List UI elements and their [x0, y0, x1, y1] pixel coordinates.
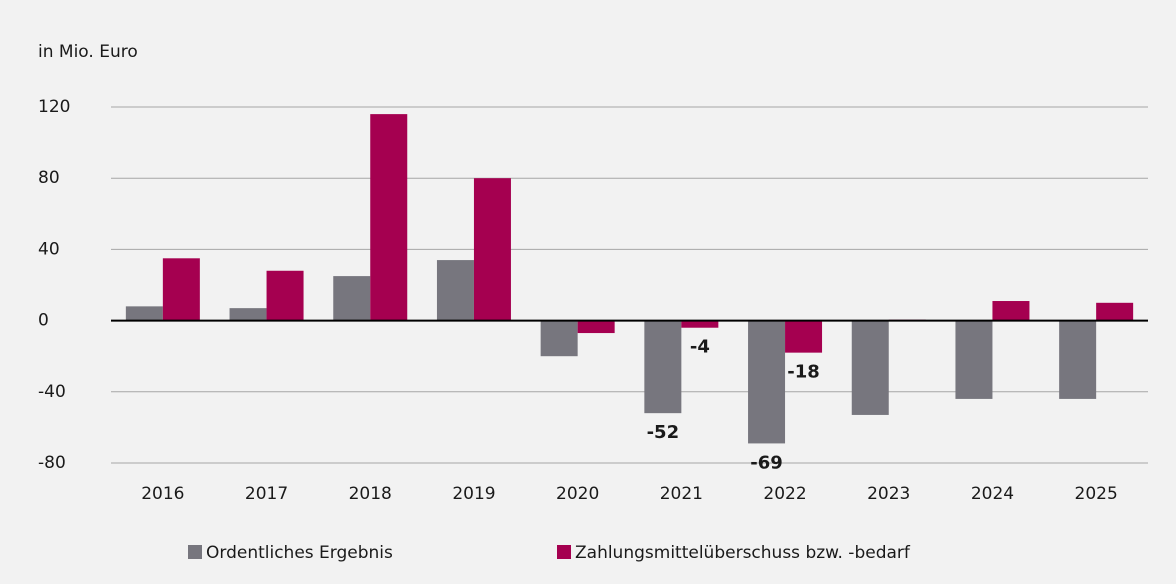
bar [162, 258, 200, 321]
x-tick-label: 2022 [763, 484, 806, 504]
bar [785, 320, 823, 353]
bar [370, 114, 408, 321]
bar [681, 320, 719, 328]
value-label: -18 [787, 362, 820, 383]
bar [473, 178, 511, 321]
bar [955, 320, 993, 399]
x-tick-label: 2023 [867, 484, 910, 504]
legend-label: Zahlungsmittelüberschuss bzw. -bedarf [575, 543, 911, 563]
bar [1096, 302, 1134, 321]
x-tick-label: 2018 [349, 484, 392, 504]
bar [540, 320, 578, 357]
legend-label: Ordentliches Ergebnis [206, 543, 393, 563]
y-axis-label: in Mio. Euro [38, 42, 138, 62]
y-tick-label: -80 [38, 453, 66, 473]
bar [229, 308, 267, 321]
bar [577, 320, 615, 334]
x-tick-label: 2017 [245, 484, 288, 504]
value-label: -69 [750, 452, 783, 473]
legend-swatch [557, 545, 571, 559]
x-tick-label: 2019 [452, 484, 495, 504]
x-tick-label: 2025 [1075, 484, 1118, 504]
x-tick-label: 2024 [971, 484, 1014, 504]
x-tick-label: 2016 [141, 484, 184, 504]
bar [992, 301, 1030, 321]
legend-swatch [188, 545, 202, 559]
y-tick-label: 120 [38, 97, 70, 117]
y-tick-label: 0 [38, 311, 49, 331]
y-tick-label: -40 [38, 382, 66, 402]
bar [851, 320, 889, 415]
bar [436, 260, 474, 321]
bar [1059, 320, 1097, 399]
bar [748, 320, 786, 444]
x-tick-label: 2021 [660, 484, 703, 504]
bar [266, 270, 304, 321]
bar [644, 320, 682, 414]
bar [125, 306, 163, 321]
y-tick-label: 80 [38, 168, 60, 188]
bar [333, 276, 371, 321]
x-tick-label: 2020 [556, 484, 599, 504]
value-label: -52 [647, 422, 680, 443]
value-label: -4 [690, 337, 710, 358]
y-tick-label: 40 [38, 239, 60, 259]
